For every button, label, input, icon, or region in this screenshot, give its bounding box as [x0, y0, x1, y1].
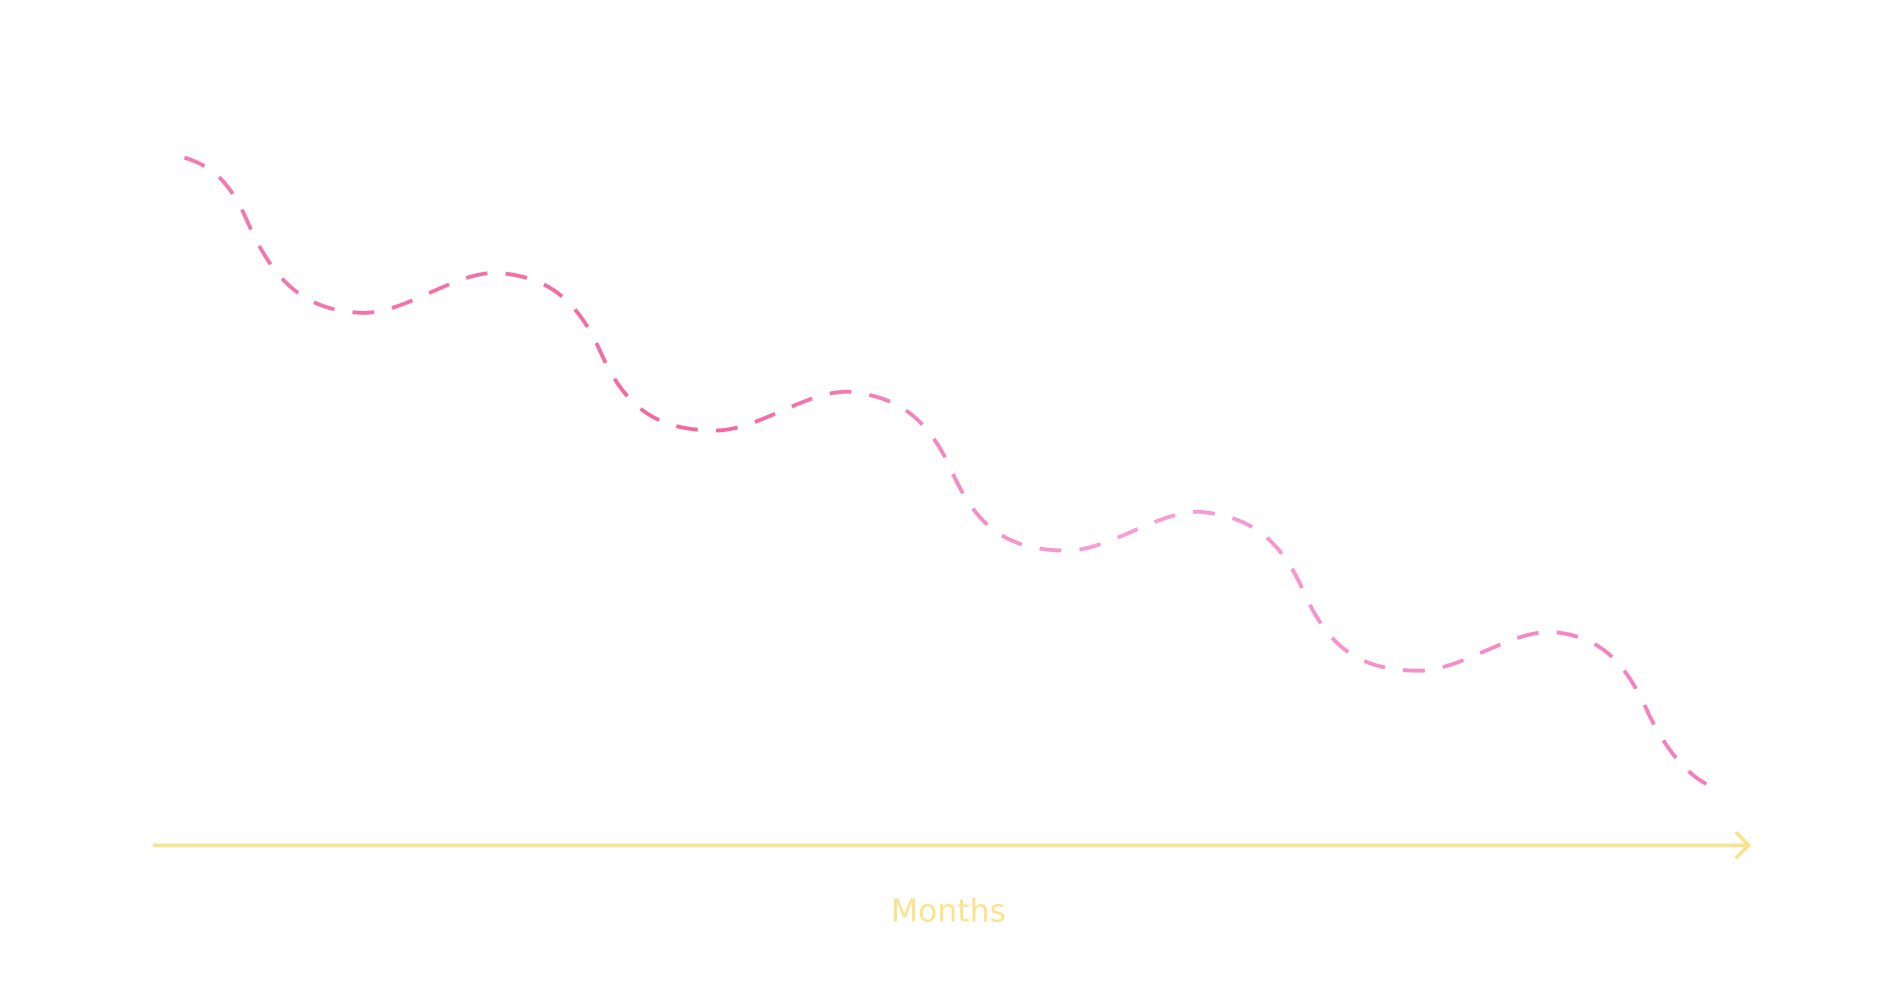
x-axis-arrowhead [1734, 831, 1751, 860]
x-axis-label: Months [891, 894, 1006, 930]
wave-line [183, 155, 1717, 791]
